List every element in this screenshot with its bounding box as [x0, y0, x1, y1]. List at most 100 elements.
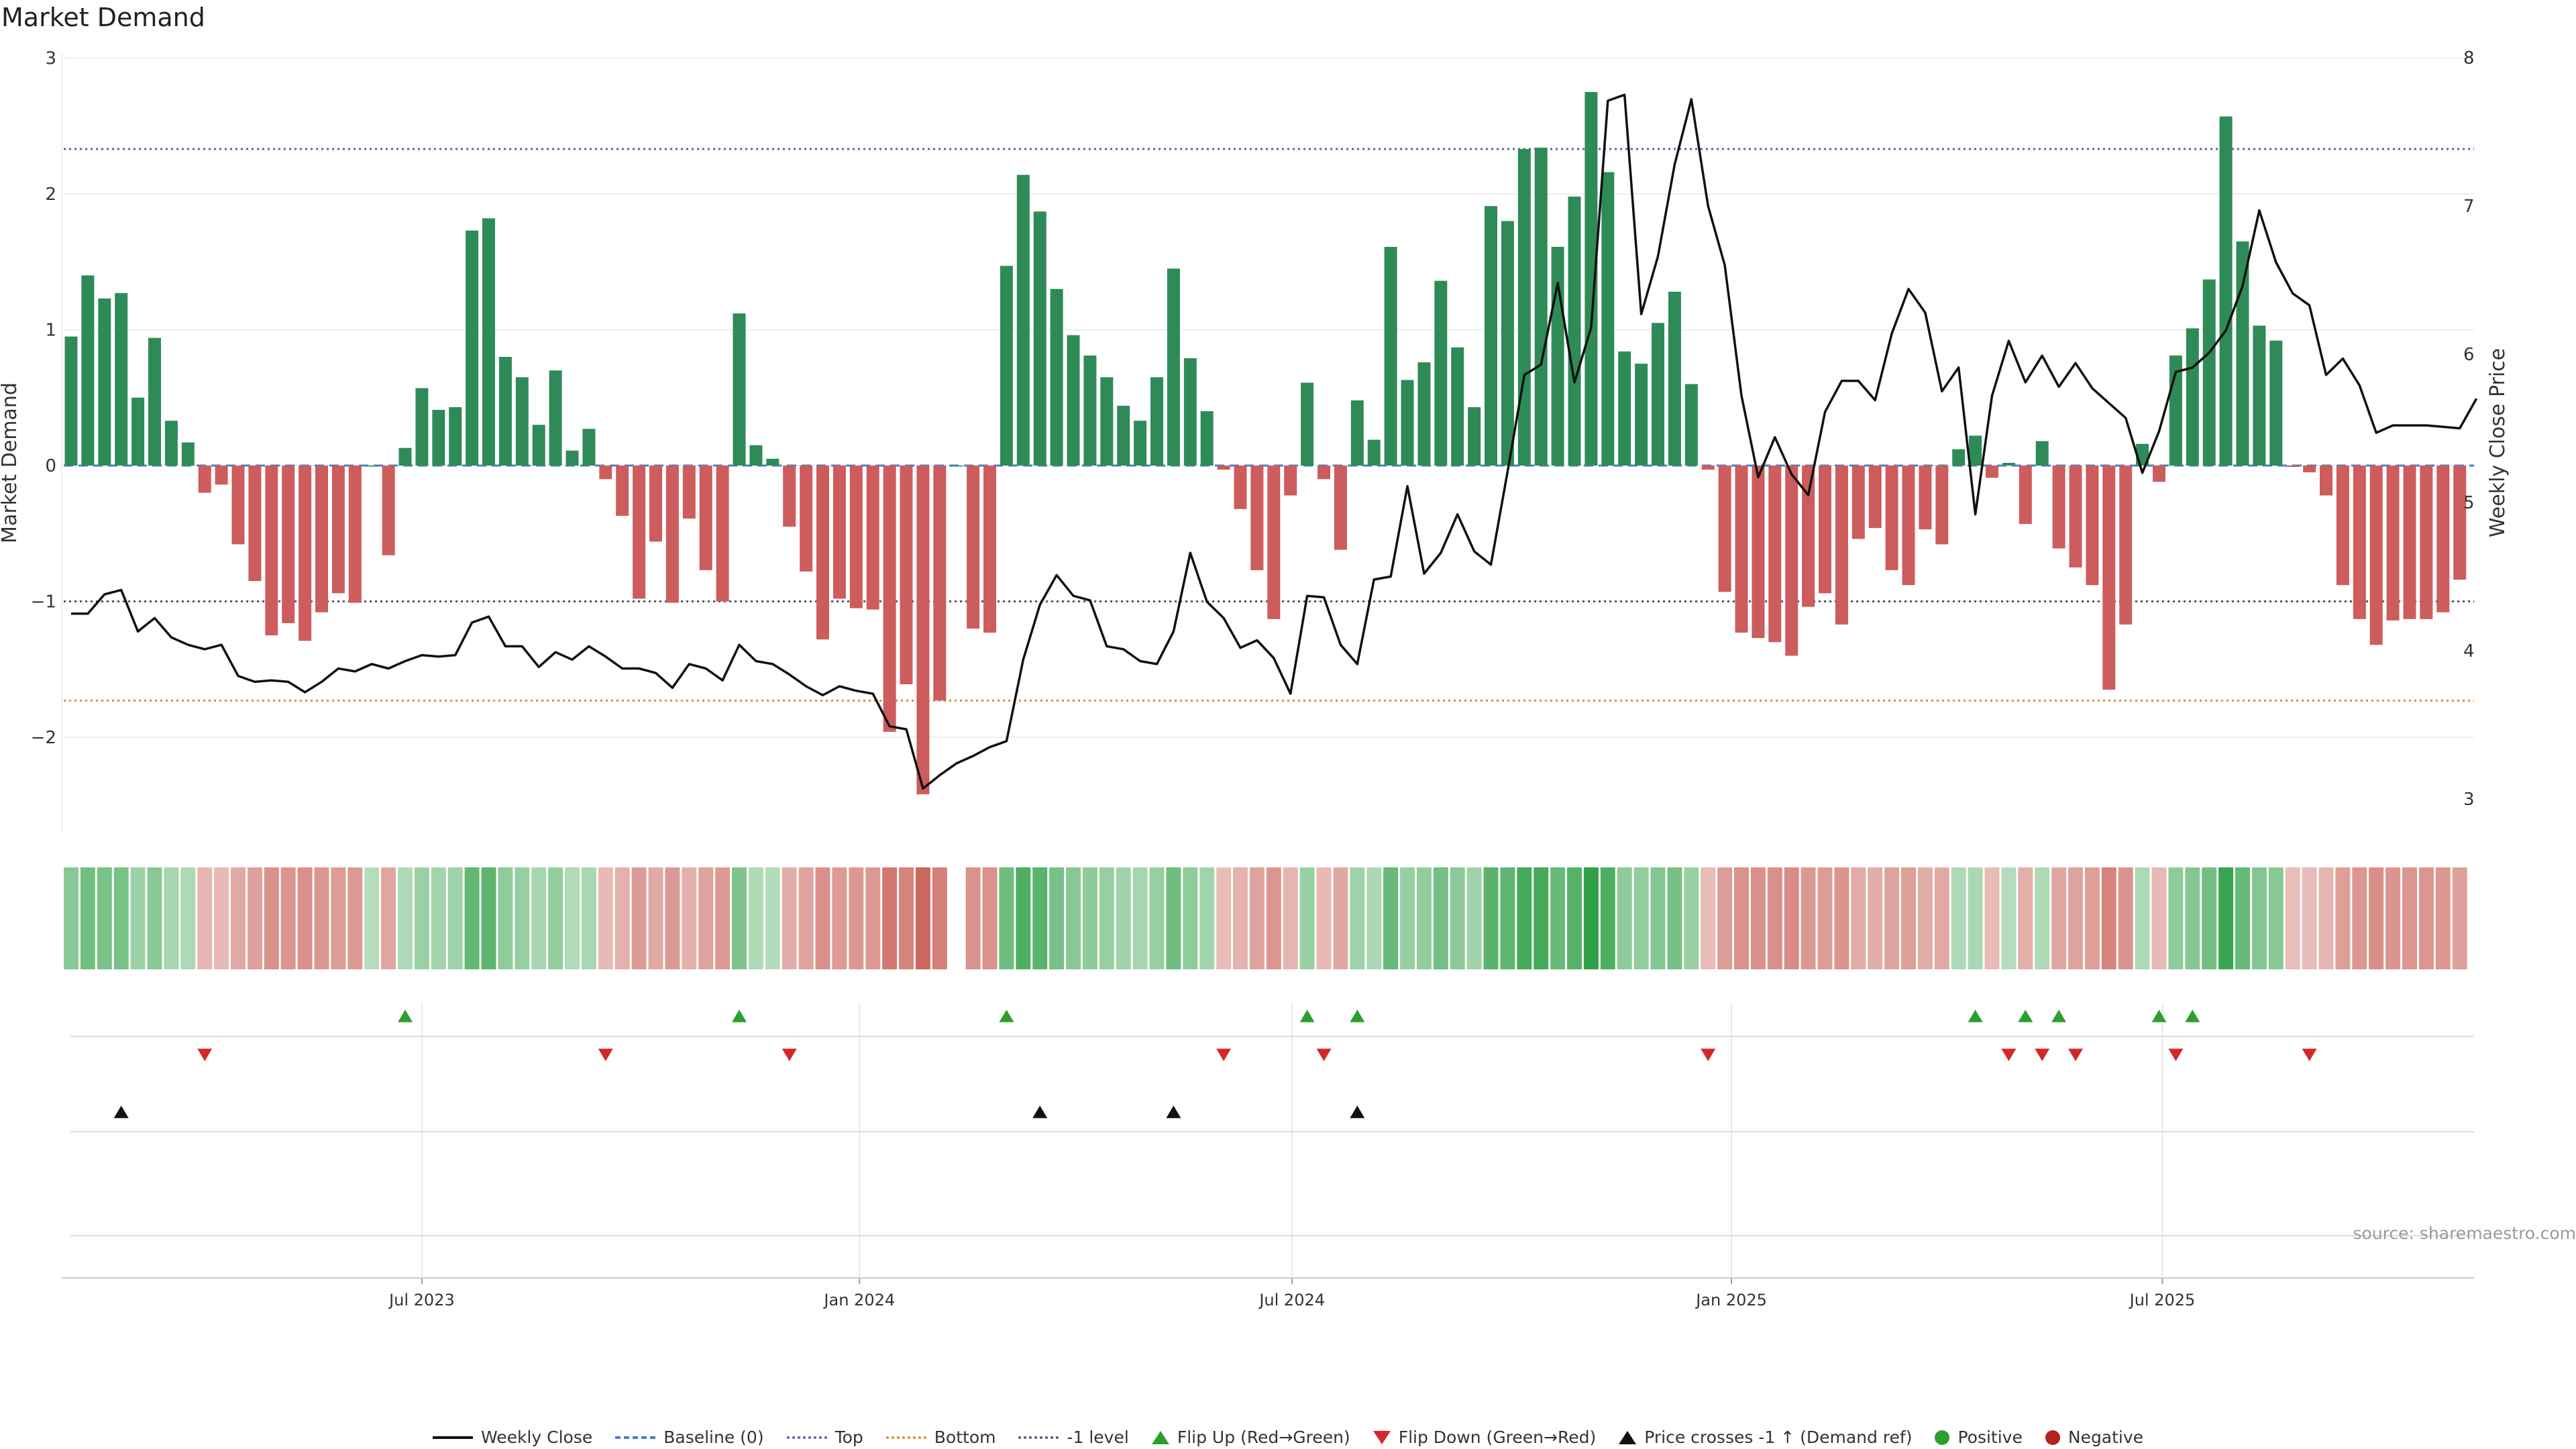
- demand-bar-negative: [1768, 466, 1782, 643]
- heat-cell: [447, 867, 463, 969]
- heat-cell: [1734, 867, 1749, 969]
- flip-up-marker: [2185, 1010, 2200, 1022]
- heat-cell: [2418, 867, 2434, 969]
- demand-bar-negative: [599, 466, 612, 480]
- heat-cell: [581, 867, 596, 969]
- heat-cell: [732, 867, 747, 969]
- flip-down-marker: [1216, 1049, 1232, 1061]
- heat-cell: [2302, 867, 2317, 969]
- heat-cell: [2135, 867, 2150, 969]
- flip-up-marker: [398, 1010, 413, 1022]
- demand-bar-negative: [699, 466, 712, 570]
- heat-cell: [147, 867, 162, 969]
- heat-cell: [1233, 867, 1248, 969]
- heat-cell: [398, 867, 413, 969]
- flip-up-marker: [1968, 1010, 1983, 1022]
- demand-bar-positive: [1534, 148, 1548, 466]
- demand-bar-negative: [2286, 466, 2300, 468]
- heat-cell: [614, 867, 630, 969]
- demand-bar-positive: [950, 466, 963, 467]
- heat-cell: [2168, 867, 2184, 969]
- flip-down-marker: [2001, 1049, 2017, 1061]
- heat-cell: [1433, 867, 1448, 969]
- heat-cell: [1901, 867, 1916, 969]
- demand-bar-positive: [164, 421, 178, 466]
- dot-icon: [1935, 1430, 1950, 1445]
- solid-line-icon: [432, 1436, 473, 1439]
- legend-label: Flip Down (Green→Red): [1398, 1428, 1597, 1447]
- triangle-up-icon: [1151, 1430, 1169, 1444]
- y-tick-label: 0: [45, 456, 56, 476]
- demand-bar-positive: [2002, 462, 2015, 466]
- demand-bar-positive: [1652, 323, 1664, 466]
- heat-cell: [698, 867, 714, 969]
- heat-cell: [1984, 867, 2000, 969]
- heat-cell: [531, 867, 547, 969]
- heat-cell: [2185, 867, 2200, 969]
- demand-bar-positive: [1016, 174, 1030, 466]
- demand-bar-negative: [616, 466, 629, 516]
- demand-bar-positive: [1134, 421, 1147, 466]
- heat-cell: [130, 867, 146, 969]
- heat-cell: [1868, 867, 1883, 969]
- demand-bar-positive: [466, 230, 479, 466]
- demand-bar-negative: [933, 466, 947, 701]
- y2-tick-label: 7: [2463, 197, 2475, 217]
- price-cross-marker: [113, 1106, 129, 1118]
- demand-bar-negative: [2420, 466, 2433, 619]
- demand-bar-negative: [331, 466, 345, 594]
- heat-cell: [1617, 867, 1632, 969]
- demand-bar-positive: [432, 409, 445, 466]
- heat-cell: [2385, 867, 2401, 969]
- heat-cell: [1366, 867, 1382, 969]
- heat-cell: [1817, 867, 1833, 969]
- heat-cell: [2118, 867, 2133, 969]
- legend-positive: Positive: [1935, 1428, 2023, 1447]
- heat-cell: [999, 867, 1014, 969]
- heat-cell: [1416, 867, 1432, 969]
- demand-bar-positive: [1200, 411, 1214, 466]
- demand-bar-positive: [1501, 221, 1514, 466]
- demand-bar-negative: [1935, 466, 1949, 545]
- demand-bar-positive: [1468, 407, 1481, 466]
- legend-top: Top: [786, 1428, 863, 1447]
- y2-tick-label: 4: [2463, 641, 2475, 661]
- demand-bar-negative: [1819, 466, 1831, 594]
- demand-bar-negative: [849, 466, 863, 608]
- demand-bar-positive: [766, 458, 780, 466]
- demand-bar-negative: [248, 466, 262, 582]
- flip-up-marker: [732, 1010, 747, 1022]
- demand-bar-positive: [1150, 377, 1163, 466]
- heat-cell: [1550, 867, 1566, 969]
- chart-title: Market Demand: [1, 3, 205, 32]
- heat-cell: [965, 867, 981, 969]
- flip-down-marker: [2168, 1049, 2184, 1061]
- demand-bar-positive: [148, 337, 161, 466]
- heat-cell: [2218, 867, 2234, 969]
- legend-negative: Negative: [2045, 1428, 2143, 1447]
- heat-cell: [2318, 867, 2334, 969]
- demand-bar-positive: [398, 447, 412, 466]
- heat-cell: [1149, 867, 1165, 969]
- heat-cell: [97, 867, 112, 969]
- demand-bar-positive: [566, 450, 579, 466]
- heat-cell: [882, 867, 898, 969]
- flip-up-marker: [999, 1010, 1014, 1022]
- demand-bar-negative: [983, 466, 996, 633]
- heat-cell: [1784, 867, 1799, 969]
- y-tick-label: 2: [45, 184, 56, 205]
- demand-bar-negative: [2403, 466, 2416, 619]
- demand-bar-positive: [1050, 288, 1063, 466]
- triangle-up-icon: [1619, 1430, 1637, 1444]
- heat-cell: [1701, 867, 1716, 969]
- demand-bar-negative: [783, 466, 796, 527]
- demand-bar-negative: [1267, 466, 1281, 619]
- demand-bar-negative: [348, 466, 362, 603]
- heat-cell: [2068, 867, 2083, 969]
- flip-down-marker: [2035, 1049, 2050, 1061]
- demand-bar-positive: [1117, 405, 1130, 466]
- demand-bar-positive: [1618, 351, 1631, 466]
- demand-bar-negative: [916, 466, 930, 795]
- heat-cell: [2101, 867, 2116, 969]
